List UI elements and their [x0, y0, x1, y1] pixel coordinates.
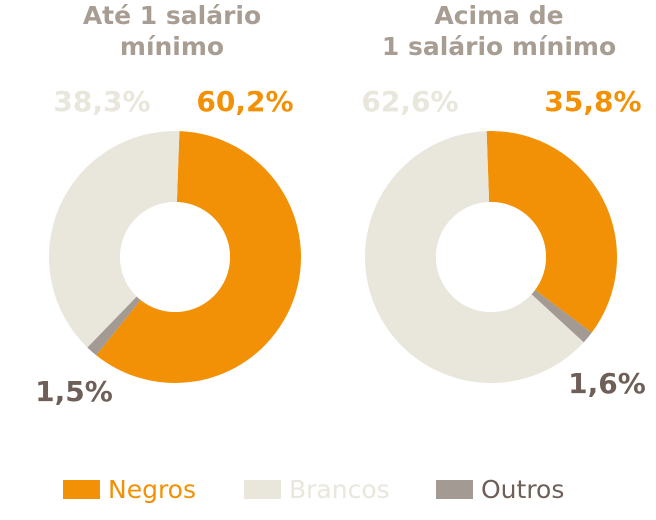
chart-1-label-brancos: 38,3% — [53, 85, 150, 118]
chart-1-label-outros: 1,5% — [35, 375, 113, 408]
chart-2: Acima de 1 salário mínimo 62,6% 35,8% 1,… — [361, 1, 645, 400]
chart-1-title-line-2: mínimo — [120, 32, 224, 61]
chart-1-slice-brancos — [48, 130, 180, 348]
chart-2-slice-outros — [531, 290, 592, 343]
legend-label-brancos: Brancos — [289, 475, 390, 504]
legend: Negros Brancos Outros — [63, 475, 564, 504]
chart-1-title-line-1: Até 1 salário — [83, 1, 261, 30]
legend-swatch-brancos — [244, 480, 281, 499]
chart-2-slice-negros — [486, 131, 617, 333]
chart-1-slice-negros — [96, 131, 301, 383]
chart-1-label-negros: 60,2% — [196, 85, 293, 118]
chart-1-slice-outros — [87, 296, 141, 356]
chart-2-label-negros: 35,8% — [544, 85, 641, 118]
chart-1: Até 1 salário mínimo 38,3% 60,2% 1,5% — [35, 1, 301, 408]
chart-2-slice-brancos — [365, 131, 584, 383]
chart-2-label-outros: 1,6% — [568, 367, 646, 400]
legend-swatch-outros — [436, 480, 473, 499]
chart-2-title-line-2: 1 salário mínimo — [382, 32, 616, 61]
chart-1-donut-hole — [120, 202, 230, 312]
legend-label-negros: Negros — [108, 475, 196, 504]
chart-2-label-brancos: 62,6% — [361, 85, 458, 118]
legend-swatch-negros — [63, 480, 100, 499]
chart-2-title-line-1: Acima de — [434, 1, 563, 30]
chart-2-donut — [365, 131, 617, 383]
chart-2-donut-hole — [436, 202, 546, 312]
chart-1-donut — [48, 130, 301, 383]
legend-label-outros: Outros — [481, 475, 564, 504]
